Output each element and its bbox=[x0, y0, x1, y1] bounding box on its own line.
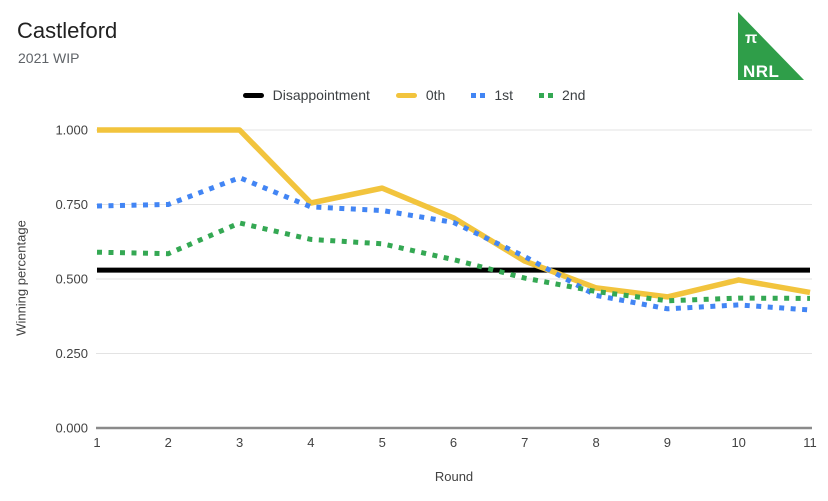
legend-label: Disappointment bbox=[272, 87, 370, 103]
svg-text:0.000: 0.000 bbox=[55, 421, 88, 436]
svg-text:7: 7 bbox=[521, 435, 528, 450]
svg-text:11: 11 bbox=[803, 435, 817, 450]
x-axis-title: Round bbox=[434, 469, 474, 484]
chart-subtitle: 2021 WIP bbox=[18, 50, 80, 66]
legend-label: 0th bbox=[425, 87, 446, 103]
legend-swatch-2nd bbox=[539, 92, 554, 98]
legend-label: 1st bbox=[494, 87, 514, 103]
chart-title: Castleford bbox=[17, 18, 118, 43]
svg-text:2: 2 bbox=[165, 435, 172, 450]
legend-item-1st[interactable]: 1st bbox=[471, 87, 513, 103]
nrl-logo-text: NRL bbox=[743, 62, 780, 81]
svg-text:6: 6 bbox=[450, 435, 457, 450]
legend-swatch-1st bbox=[471, 92, 486, 98]
legend-swatch-0th bbox=[395, 92, 417, 98]
svg-text:0.250: 0.250 bbox=[55, 346, 88, 361]
legend-item-0th[interactable]: 0th bbox=[395, 87, 446, 103]
svg-text:0.500: 0.500 bbox=[55, 272, 88, 287]
svg-text:9: 9 bbox=[664, 435, 671, 450]
legend-swatch-disappointment bbox=[242, 92, 264, 98]
svg-text:5: 5 bbox=[379, 435, 386, 450]
svg-text:8: 8 bbox=[592, 435, 599, 450]
pi-symbol: π bbox=[745, 30, 758, 47]
svg-text:3: 3 bbox=[236, 435, 243, 450]
chart-legend: Disappointment 0th 1st 2nd bbox=[0, 87, 828, 103]
legend-item-2nd[interactable]: 2nd bbox=[539, 87, 585, 103]
legend-item-disappointment[interactable]: Disappointment bbox=[242, 87, 370, 103]
svg-text:4: 4 bbox=[307, 435, 314, 450]
legend-label: 2nd bbox=[562, 87, 586, 103]
svg-text:1.000: 1.000 bbox=[55, 123, 88, 138]
y-axis-title: Winning percentage bbox=[13, 220, 29, 336]
svg-text:10: 10 bbox=[731, 435, 745, 450]
svg-text:0.750: 0.750 bbox=[55, 197, 88, 212]
svg-text:1: 1 bbox=[93, 435, 100, 450]
